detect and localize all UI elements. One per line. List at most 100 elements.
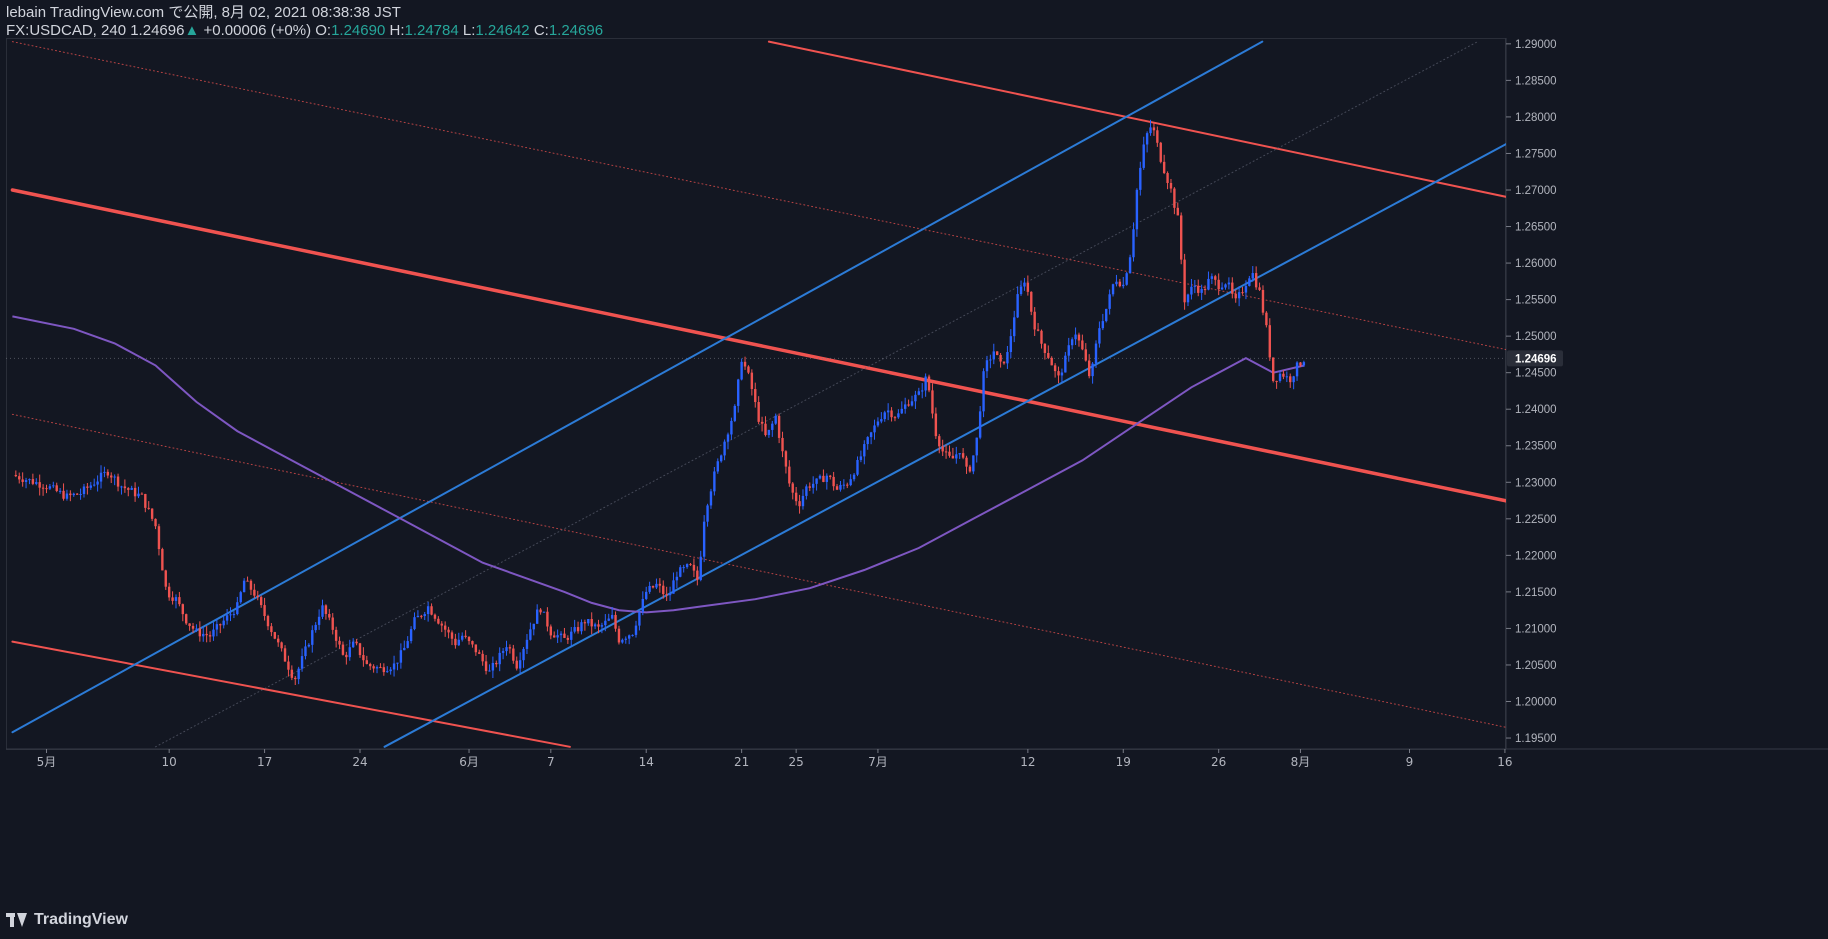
candle-body xyxy=(222,620,225,626)
price-tick-label: 1.28500 xyxy=(1515,75,1557,87)
candle xyxy=(358,642,362,658)
candle-body xyxy=(566,637,570,640)
candle-body xyxy=(202,633,205,637)
candle-body xyxy=(18,476,21,480)
candle xyxy=(604,614,607,632)
candle xyxy=(372,664,375,673)
price-tick-label: 1.28000 xyxy=(1515,112,1557,124)
candle-body xyxy=(907,404,910,406)
brand-label: TradingView xyxy=(34,911,128,928)
candle xyxy=(253,583,256,599)
candle xyxy=(423,611,426,621)
candle xyxy=(1258,282,1261,292)
candle-body xyxy=(951,455,955,459)
candle-body xyxy=(154,518,157,527)
candle xyxy=(48,483,52,491)
candle-body xyxy=(941,446,944,452)
candle-body xyxy=(188,623,191,626)
candle xyxy=(1292,375,1295,390)
candle-body xyxy=(52,485,55,487)
candle-body xyxy=(467,636,471,642)
candle xyxy=(263,597,266,621)
candle xyxy=(702,515,706,563)
candle xyxy=(106,469,110,479)
candle xyxy=(798,494,801,514)
candle xyxy=(311,625,314,653)
candle-body xyxy=(621,639,624,643)
candle-body xyxy=(805,486,808,496)
candle xyxy=(951,447,955,459)
candle-body xyxy=(1115,281,1118,285)
candle-body xyxy=(256,595,259,598)
candle xyxy=(989,354,992,369)
candle-body xyxy=(1026,282,1030,292)
candle xyxy=(362,647,365,667)
price-tick-label: 1.19500 xyxy=(1515,733,1557,745)
candle xyxy=(270,622,273,637)
trend-line-red-3 xyxy=(11,41,1506,351)
candle xyxy=(24,477,28,489)
candle-body xyxy=(443,625,447,630)
candle-body xyxy=(178,597,181,605)
candle xyxy=(495,660,498,668)
candle xyxy=(580,619,583,635)
tradingview-brand[interactable]: TradingView xyxy=(6,911,128,929)
candle-body xyxy=(375,667,379,669)
candle xyxy=(743,356,747,370)
candle xyxy=(757,396,760,425)
candle-body xyxy=(287,661,290,670)
candle-body xyxy=(873,425,876,433)
candle-body xyxy=(1275,380,1278,382)
close-value: 1.24696 xyxy=(548,22,604,39)
candle xyxy=(1169,178,1173,193)
candle-body xyxy=(924,376,927,391)
candle xyxy=(277,635,280,647)
candle-body xyxy=(1053,365,1057,372)
candle xyxy=(120,485,123,495)
candle-body xyxy=(185,614,188,624)
candle xyxy=(467,636,471,645)
candle-body xyxy=(733,405,737,421)
candle xyxy=(730,417,733,440)
candle xyxy=(600,622,604,634)
candle-body xyxy=(450,632,454,639)
candle-body xyxy=(702,521,706,557)
candle-body xyxy=(191,625,195,629)
candle xyxy=(317,609,321,630)
candle xyxy=(1251,266,1254,282)
candle-body xyxy=(835,486,839,490)
candle xyxy=(294,676,297,686)
candle-body xyxy=(253,589,256,596)
candle xyxy=(1040,329,1043,349)
candle xyxy=(665,586,668,601)
candle-body xyxy=(723,441,726,456)
candle xyxy=(556,629,559,644)
candle-body xyxy=(791,483,794,493)
candle-body xyxy=(982,371,985,412)
candle xyxy=(75,493,79,495)
candle-body xyxy=(1128,257,1132,274)
candle xyxy=(1036,323,1040,332)
candle xyxy=(229,607,232,622)
candle-body xyxy=(1278,373,1282,381)
candle-body xyxy=(249,580,253,590)
candle-body xyxy=(72,493,75,496)
candle-body xyxy=(488,670,491,672)
candle xyxy=(491,656,495,678)
candle xyxy=(621,638,624,644)
candle xyxy=(876,417,880,428)
candle-body xyxy=(781,437,784,452)
candle-body xyxy=(1186,294,1190,303)
price-change: +0.00006 (+0%) xyxy=(203,22,312,39)
candle-body xyxy=(559,633,563,636)
candle-body xyxy=(866,437,869,445)
candle-body xyxy=(593,624,597,627)
candle xyxy=(675,571,679,589)
candle-body xyxy=(1122,284,1125,287)
candle xyxy=(144,493,147,513)
time-tick-label: 6月 xyxy=(459,755,479,769)
candle xyxy=(910,395,914,407)
candle-body xyxy=(82,486,86,495)
candle xyxy=(307,643,311,648)
